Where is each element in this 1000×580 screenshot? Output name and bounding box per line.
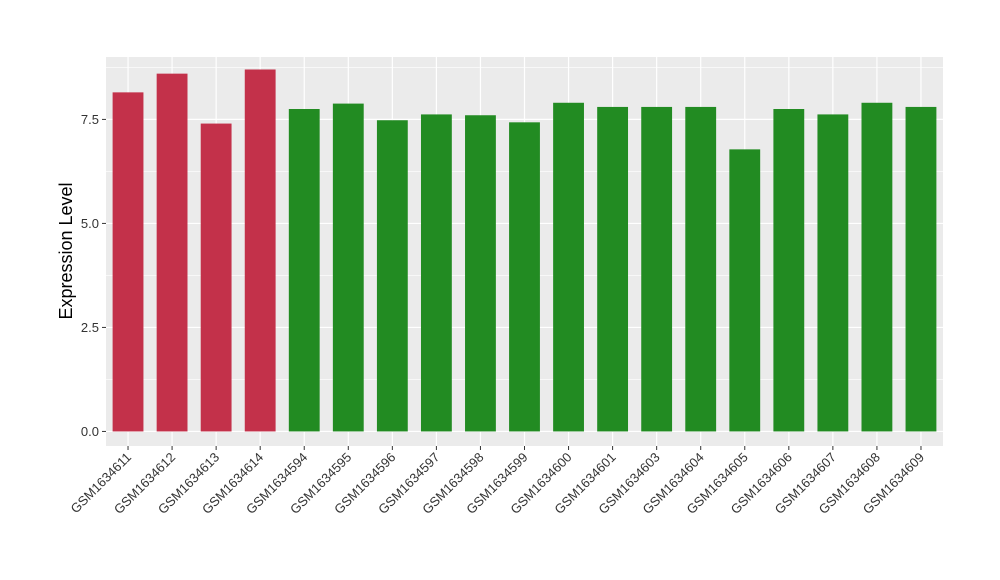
bar-GSM1634598: [465, 115, 496, 432]
bar-GSM1634607: [817, 114, 849, 432]
bar-GSM1634605: [729, 149, 761, 432]
bar-GSM1634609: [905, 106, 937, 432]
bar-GSM1634601: [597, 106, 629, 432]
y-tick-label: 7.5: [81, 112, 99, 127]
y-axis: 0.0 2.5 5.0 7.5: [81, 112, 106, 439]
bar-GSM1634594: [288, 109, 320, 432]
bar-GSM1634599: [509, 122, 540, 432]
bar-GSM1634608: [861, 102, 893, 432]
bar-GSM1634597: [420, 114, 452, 432]
bar-GSM1634612: [156, 73, 188, 432]
y-tick-label: 0.0: [81, 424, 99, 439]
y-axis-title: Expression Level: [56, 182, 76, 319]
x-axis: GSM1634611GSM1634612GSM1634613GSM1634614…: [67, 446, 927, 517]
bar-GSM1634613: [200, 123, 232, 432]
bars: [112, 69, 937, 432]
y-tick-label: 2.5: [81, 320, 99, 335]
bar-GSM1634595: [332, 103, 364, 432]
bar-GSM1634596: [376, 120, 408, 432]
bar-GSM1634611: [112, 92, 144, 432]
bar-GSM1634614: [244, 69, 276, 432]
bar-GSM1634600: [553, 102, 584, 432]
y-tick-label: 5.0: [81, 216, 99, 231]
bar-GSM1634603: [641, 106, 673, 432]
bar-GSM1634606: [773, 109, 805, 432]
bar-GSM1634604: [685, 106, 717, 432]
